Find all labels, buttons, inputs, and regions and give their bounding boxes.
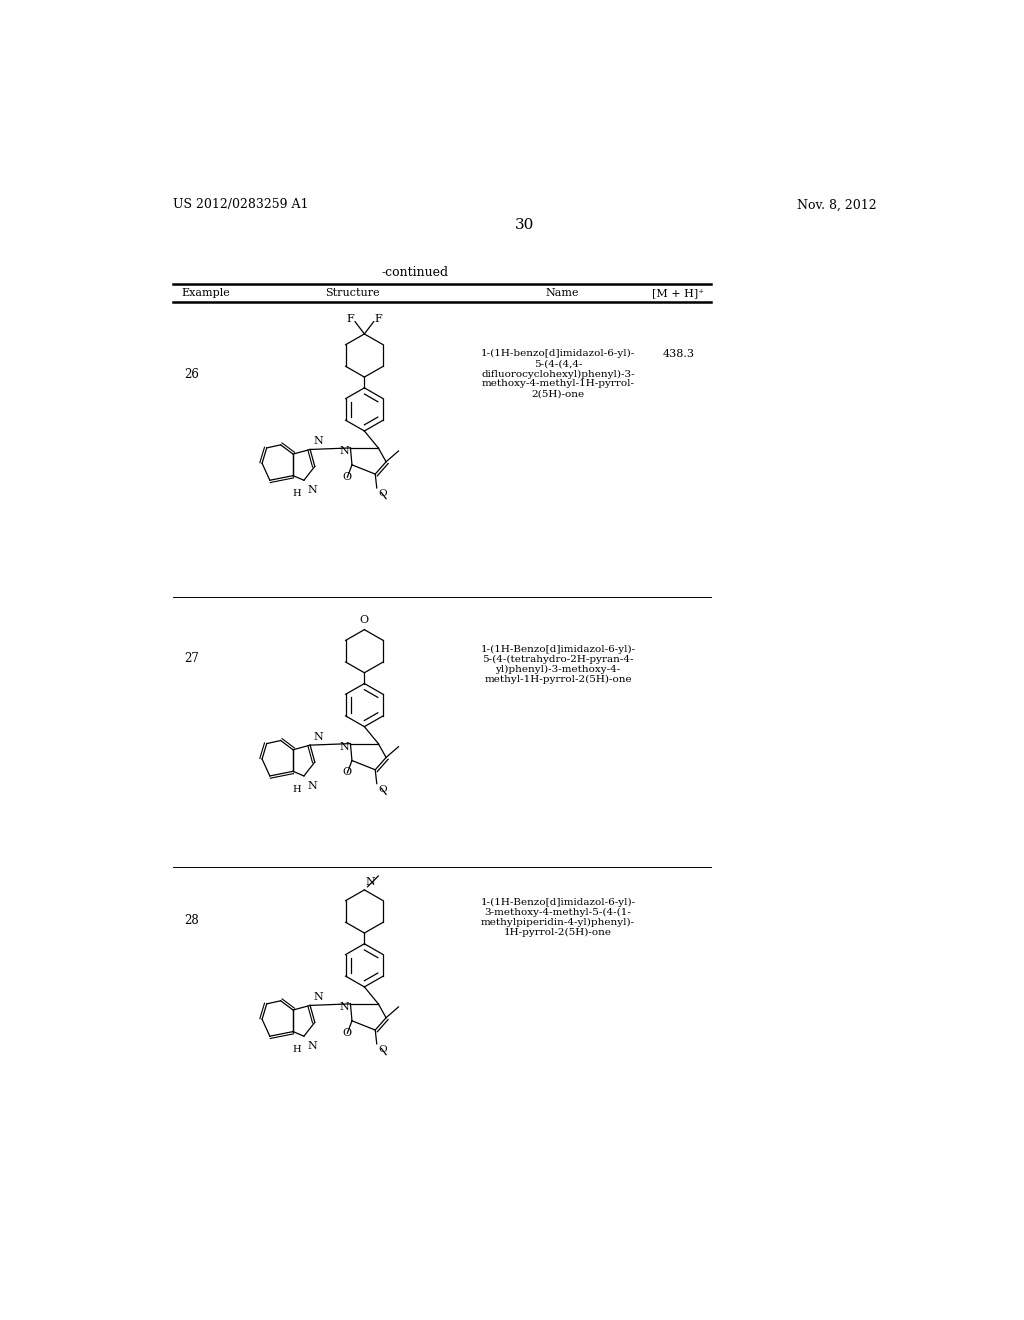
- Text: N: N: [339, 446, 349, 457]
- Text: F: F: [346, 314, 354, 323]
- Text: N: N: [307, 780, 316, 791]
- Text: 28: 28: [184, 915, 199, 927]
- Text: [M + H]⁺: [M + H]⁺: [652, 288, 705, 298]
- Text: 30: 30: [515, 218, 535, 232]
- Text: N: N: [313, 437, 323, 446]
- Text: O: O: [359, 615, 369, 626]
- Text: N: N: [366, 876, 376, 887]
- Text: N: N: [339, 742, 349, 752]
- Text: H: H: [292, 785, 301, 795]
- Text: N: N: [313, 733, 323, 742]
- Text: 27: 27: [184, 652, 199, 665]
- Text: H: H: [292, 1045, 301, 1055]
- Text: 5-(4-(tetrahydro-2H-pyran-4-: 5-(4-(tetrahydro-2H-pyran-4-: [482, 655, 634, 664]
- Text: O: O: [343, 767, 352, 777]
- Text: 5-(4-(4,4-: 5-(4-(4,4-: [534, 359, 583, 368]
- Text: 1-(1H-Benzo[d]imidazol-6-yl)-: 1-(1H-Benzo[d]imidazol-6-yl)-: [480, 645, 636, 655]
- Text: N: N: [313, 993, 323, 1002]
- Text: difluorocyclohexyl)phenyl)-3-: difluorocyclohexyl)phenyl)-3-: [481, 370, 635, 379]
- Text: 1-(1H-Benzo[d]imidazol-6-yl)-: 1-(1H-Benzo[d]imidazol-6-yl)-: [480, 898, 636, 907]
- Text: -continued: -continued: [381, 267, 449, 280]
- Text: 1-(1H-benzo[d]imidazol-6-yl)-: 1-(1H-benzo[d]imidazol-6-yl)-: [481, 350, 635, 359]
- Text: O: O: [343, 1028, 352, 1038]
- Text: methoxy-4-methyl-1H-pyrrol-: methoxy-4-methyl-1H-pyrrol-: [481, 379, 635, 388]
- Text: 3-methoxy-4-methyl-5-(4-(1-: 3-methoxy-4-methyl-5-(4-(1-: [484, 908, 632, 916]
- Text: 1H-pyrrol-2(5H)-one: 1H-pyrrol-2(5H)-one: [504, 928, 612, 937]
- Text: H: H: [292, 490, 301, 499]
- Text: Nov. 8, 2012: Nov. 8, 2012: [797, 198, 877, 211]
- Text: methyl-1H-pyrrol-2(5H)-one: methyl-1H-pyrrol-2(5H)-one: [484, 675, 632, 684]
- Text: F: F: [375, 314, 382, 323]
- Text: N: N: [339, 1002, 349, 1012]
- Text: 26: 26: [184, 367, 199, 380]
- Text: O: O: [378, 1045, 387, 1055]
- Text: N: N: [307, 484, 316, 495]
- Text: O: O: [378, 490, 387, 499]
- Text: Example: Example: [181, 288, 229, 298]
- Text: Name: Name: [545, 288, 579, 298]
- Text: 2(5H)-one: 2(5H)-one: [531, 389, 585, 399]
- Text: Structure: Structure: [326, 288, 380, 298]
- Text: O: O: [343, 471, 352, 482]
- Text: US 2012/0283259 A1: US 2012/0283259 A1: [173, 198, 308, 211]
- Text: 438.3: 438.3: [663, 350, 694, 359]
- Text: yl)phenyl)-3-methoxy-4-: yl)phenyl)-3-methoxy-4-: [496, 665, 621, 675]
- Text: N: N: [307, 1040, 316, 1051]
- Text: methylpiperidin-4-yl)phenyl)-: methylpiperidin-4-yl)phenyl)-: [481, 917, 635, 927]
- Text: O: O: [378, 785, 387, 795]
